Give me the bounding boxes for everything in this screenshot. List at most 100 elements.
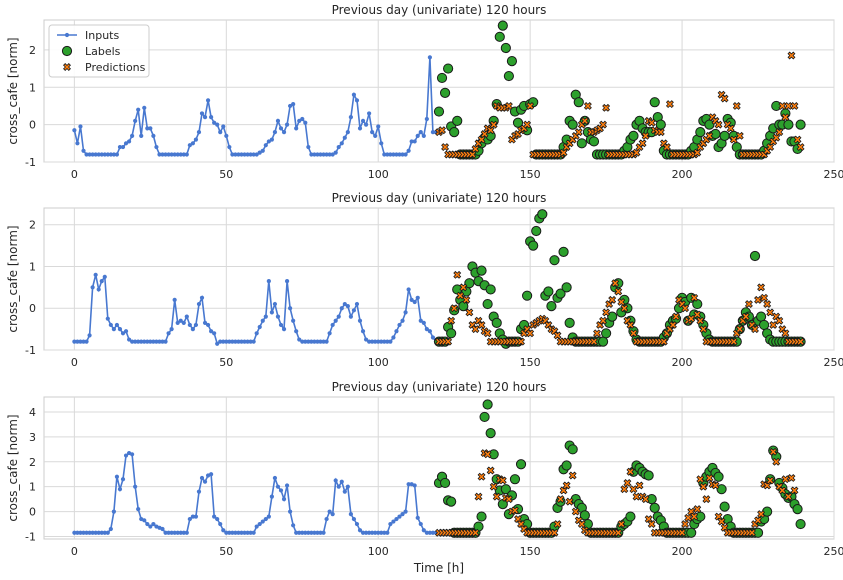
prediction-point [793,135,802,144]
inputs-point [117,327,123,332]
prediction-point [602,103,611,112]
inputs-point [224,339,229,344]
prediction-point [483,450,492,459]
x-tick-label: 100 [368,356,389,369]
label-point [582,518,593,530]
y-tick-label: 3 [29,431,36,444]
inputs-point [354,301,360,307]
inputs-point [230,152,235,157]
inputs-point [166,152,171,157]
prediction-point [629,485,638,494]
label-point [795,518,806,530]
inputs-point [120,477,126,482]
prediction-point [747,528,756,537]
x-tick-label: 150 [520,168,541,181]
inputs-point [224,133,229,138]
prediction-point [790,101,799,110]
x-tick-label: 100 [368,545,389,558]
inputs-point [209,329,214,334]
prediction-point [735,325,744,334]
inputs-point [363,122,369,127]
label-point [494,31,505,42]
inputs-point [154,144,159,150]
inputs-point [230,339,235,344]
inputs-point [123,329,129,334]
prediction-point [468,150,477,159]
inputs-point [345,484,350,489]
inputs-point [266,514,271,519]
inputs-point [254,524,259,529]
prediction-point [599,120,608,129]
prediction-point [790,486,799,495]
inputs-point [406,148,411,153]
inputs-point [193,322,199,328]
inputs-point [403,152,408,157]
inputs-point [394,516,399,522]
label-point [503,70,514,82]
inputs-point [72,339,77,344]
inputs-point [117,487,123,492]
prediction-point [477,472,486,481]
prediction-point [568,471,577,480]
inputs-point [233,152,238,157]
inputs-point [233,339,238,344]
inputs-point [306,144,311,150]
inputs-point [415,133,420,138]
inputs-point [114,322,120,328]
inputs-point [388,521,393,527]
inputs-point [151,521,156,527]
prediction-point [690,293,699,302]
prediction-point [599,316,608,325]
x-tick-label: 100 [368,168,389,181]
inputs-point [336,314,341,319]
inputs-point [257,521,262,527]
inputs-point [163,339,168,344]
inputs-point [160,526,165,532]
x-tick-label: 150 [520,545,541,558]
inputs-point [99,278,104,284]
inputs-point [163,530,168,535]
prediction-point [593,329,601,338]
label-point [716,484,727,495]
prediction-point [517,337,526,346]
prediction-point [766,476,775,485]
prediction-point [611,279,620,288]
inputs-point [394,329,399,334]
prediction-point [647,118,656,127]
inputs-point [424,530,429,535]
prediction-point [729,135,738,144]
inputs-point [291,101,296,107]
inputs-point [327,152,332,157]
inputs-point [78,530,83,535]
prediction-point [629,329,638,338]
inputs-point [90,530,95,535]
label-point [439,87,451,98]
x-tick-label: 50 [219,356,233,369]
inputs-point [421,528,426,533]
inputs-point [357,126,363,131]
inputs-point [284,122,290,127]
inputs-point [254,331,259,336]
prediction-point [714,120,723,129]
inputs-point [227,144,232,150]
inputs-point [133,484,138,489]
inputs-point [184,530,189,535]
inputs-point [117,144,123,150]
inputs-point [275,484,281,489]
inputs-point [199,475,205,481]
inputs-point [215,341,220,346]
inputs-point [233,530,238,535]
inputs-point [309,530,314,535]
inputs-point [385,530,390,535]
prediction-point [693,310,702,319]
inputs-point [245,530,250,535]
inputs-point [288,103,293,109]
prediction-point [705,131,714,140]
inputs-point [281,130,287,135]
inputs-point [175,152,180,157]
inputs-point [209,472,214,477]
inputs-point [221,339,226,344]
inputs-point [412,139,417,144]
inputs-point [263,516,268,522]
prediction-point [699,325,708,334]
